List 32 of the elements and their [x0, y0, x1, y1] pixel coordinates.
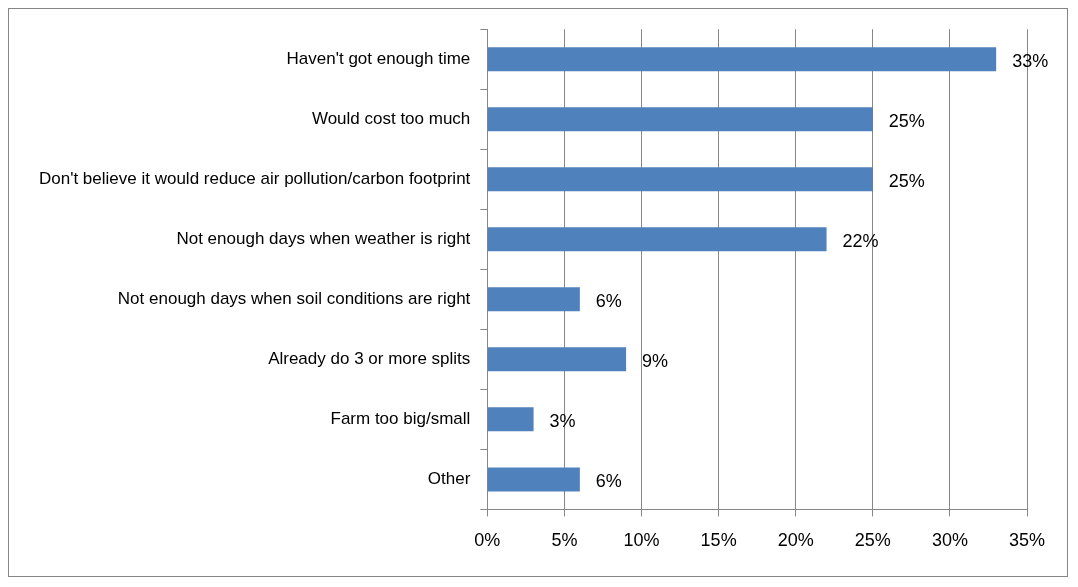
- y-tick-label: Farm too big/small: [330, 409, 471, 429]
- y-tick-label: Not enough days when weather is right: [176, 228, 471, 248]
- bar: [487, 227, 827, 252]
- x-tick-label: 5%: [551, 530, 578, 551]
- x-tick-label: 20%: [777, 530, 814, 551]
- y-tick-label: Would cost too much: [311, 108, 471, 128]
- data-label: 22%: [842, 231, 879, 252]
- y-tick-label: Not enough days when soil conditions are right: [117, 289, 471, 308]
- x-tick-label: 25%: [854, 530, 891, 551]
- bar: [487, 407, 534, 432]
- data-label: 6%: [595, 471, 622, 492]
- bar: [487, 467, 580, 492]
- x-tick-label: 0%: [474, 530, 501, 551]
- x-tick-label: 10%: [623, 530, 660, 551]
- data-label: 33%: [1012, 51, 1049, 72]
- bar: [487, 107, 873, 132]
- bar: [487, 167, 873, 192]
- x-tick-label: 30%: [931, 530, 968, 551]
- y-tick-label: Don't believe it would reduce air pollution/carbon footprint: [38, 168, 471, 188]
- bar: [487, 47, 997, 72]
- bar: [487, 287, 580, 312]
- x-tick-label: 15%: [700, 530, 737, 551]
- x-tick-label: 35%: [1008, 530, 1046, 551]
- data-label: 25%: [888, 111, 925, 132]
- y-tick-label: Already do 3 or more splits: [268, 349, 471, 369]
- data-label: 25%: [888, 171, 925, 192]
- y-tick-label: Haven't got enough time: [286, 48, 471, 68]
- data-label: 6%: [595, 291, 622, 312]
- y-tick-label: Other: [427, 469, 471, 489]
- bar: [487, 347, 627, 372]
- data-label: 9%: [642, 351, 669, 372]
- data-label: 3%: [549, 411, 576, 432]
